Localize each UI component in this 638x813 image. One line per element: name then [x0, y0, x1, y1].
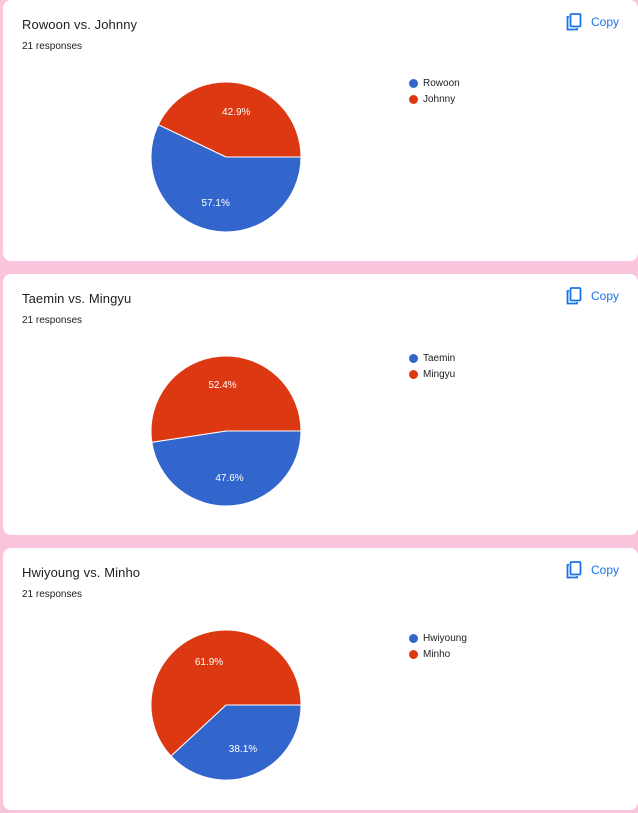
- copy-icon: [566, 287, 582, 305]
- copy-label: Copy: [591, 289, 620, 303]
- chart-card-2: Taemin vs. Mingyu 21 responses Copy 47.6…: [3, 274, 638, 535]
- legend-label: Taemin: [423, 352, 456, 364]
- legend-dot-icon: [409, 78, 418, 88]
- legend-dot-icon: [409, 353, 418, 363]
- copy-button[interactable]: Copy: [563, 559, 622, 581]
- pie-slice-mingyu[interactable]: [150, 355, 302, 443]
- legend-label: Hwiyoung: [423, 632, 467, 644]
- copy-label: Copy: [591, 563, 620, 577]
- slice-percent-label: 47.6%: [215, 473, 243, 484]
- legend-item-minho: Minho: [408, 646, 467, 662]
- slice-percent-label: 57.1%: [202, 198, 230, 209]
- legend-dot-icon: [409, 649, 418, 659]
- legend: Hwiyoung Minho: [408, 630, 467, 662]
- legend-label: Minho: [423, 648, 451, 660]
- slice-percent-label: 52.4%: [208, 380, 236, 391]
- pie-chart: 38.1% 61.9%: [150, 629, 302, 781]
- pie-slice-rowoon[interactable]: [150, 123, 302, 233]
- slice-percent-label: 61.9%: [195, 657, 223, 668]
- chart-card-3: Hwiyoung vs. Minho 21 responses Copy 38.…: [3, 548, 638, 810]
- copy-button[interactable]: Copy: [563, 285, 622, 307]
- legend: Taemin Mingyu: [408, 350, 455, 382]
- copy-icon: [566, 561, 582, 579]
- chart-title: Hwiyoung vs. Minho: [22, 565, 141, 580]
- legend: Rowoon Johnny: [408, 75, 460, 107]
- slice-percent-label: 42.9%: [222, 107, 250, 118]
- response-count: 21 responses: [22, 41, 83, 52]
- legend-dot-icon: [409, 633, 418, 643]
- response-count: 21 responses: [22, 589, 83, 600]
- legend-item-mingyu: Mingyu: [408, 366, 455, 382]
- legend-item-hwiyoung: Hwiyoung: [408, 630, 467, 646]
- chart-card-1: Rowoon vs. Johnny 21 responses Copy 57.1…: [3, 0, 638, 261]
- pie-slice-minho[interactable]: [150, 629, 302, 757]
- legend-label: Mingyu: [423, 368, 456, 380]
- pie-chart: 47.6% 52.4%: [150, 355, 302, 507]
- legend-item-taemin: Taemin: [408, 350, 455, 366]
- legend-dot-icon: [409, 369, 418, 379]
- pie-slice-taemin[interactable]: [151, 430, 302, 507]
- legend-label: Rowoon: [423, 77, 460, 89]
- copy-label: Copy: [591, 15, 620, 29]
- pie-chart: 57.1% 42.9%: [150, 81, 302, 233]
- copy-icon: [566, 13, 582, 31]
- legend-dot-icon: [409, 94, 418, 104]
- chart-title: Rowoon vs. Johnny: [22, 17, 138, 32]
- pie-slice-johnny[interactable]: [157, 81, 302, 158]
- legend-item-johnny: Johnny: [408, 91, 460, 107]
- legend-label: Johnny: [423, 93, 456, 105]
- chart-title: Taemin vs. Mingyu: [22, 291, 132, 306]
- slice-percent-label: 38.1%: [229, 744, 257, 755]
- copy-button[interactable]: Copy: [563, 11, 622, 33]
- response-count: 21 responses: [22, 315, 83, 326]
- legend-item-rowoon: Rowoon: [408, 75, 460, 91]
- pie-slice-hwiyoung[interactable]: [170, 704, 302, 781]
